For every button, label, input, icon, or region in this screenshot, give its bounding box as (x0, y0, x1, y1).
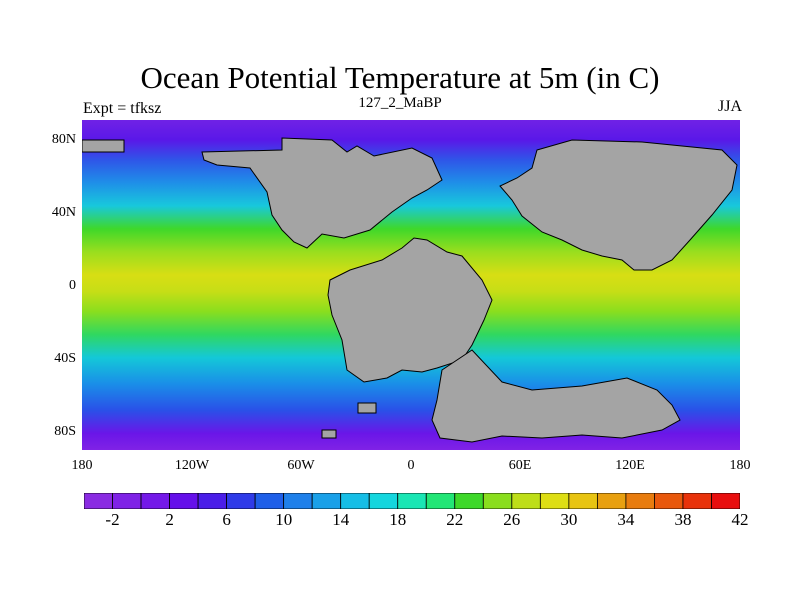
map-panel (82, 120, 740, 450)
colorbar-box (84, 493, 113, 509)
landmass-africa-south-america (327, 237, 493, 383)
colorbar-box (654, 493, 684, 509)
temperature-map (82, 120, 740, 450)
lon-label: 60E (508, 458, 532, 473)
colorbar-box (711, 493, 740, 509)
experiment-label: Expt = tfksz (83, 100, 162, 117)
landmass-antarctica (431, 349, 681, 443)
colorbar-box (454, 493, 484, 509)
lon-label: 180 (729, 458, 751, 473)
colorbar-box (682, 493, 712, 509)
colorbar-box (140, 493, 170, 509)
lat-label: 80N (51, 132, 76, 147)
lat-label: 40S (54, 351, 76, 366)
colorbar-tick-label: 18 (389, 510, 407, 529)
colorbar-box (511, 493, 541, 509)
colorbar-box (340, 493, 370, 509)
colorbar-tick-label: 42 (731, 510, 749, 529)
colorbar-box (112, 493, 142, 509)
lon-label: 0 (407, 458, 415, 473)
colorbar-box (197, 493, 228, 509)
lon-label: 120W (174, 458, 210, 473)
colorbar-box (311, 493, 342, 509)
plot-title: Ocean Potential Temperature at 5m (in C) (140, 60, 660, 95)
lon-label: 120E (615, 458, 645, 473)
colorbar-tick-label: 6 (222, 510, 231, 529)
colorbar-box (596, 493, 627, 509)
colorbar-tick-label: 14 (332, 510, 350, 529)
island (82, 139, 125, 153)
colorbar-boxes (84, 493, 740, 509)
lat-label: 40N (51, 205, 76, 220)
colorbar-box (568, 493, 598, 509)
colorbar-tick-label: 10 (275, 510, 293, 529)
colorbar-box (169, 493, 199, 509)
season-label: JJA (717, 98, 742, 115)
island (321, 429, 337, 439)
colorbar-box (539, 493, 570, 509)
colorbar-tick-label: 38 (674, 510, 692, 529)
island (357, 402, 377, 414)
colorbar-box (368, 493, 399, 509)
colorbar-box (482, 493, 513, 509)
colorbar-tick-label: 2 (165, 510, 174, 529)
lat-label: 0 (69, 278, 76, 293)
colorbar-box (625, 493, 655, 509)
colorbar-box (397, 493, 427, 509)
colorbar-box (425, 493, 456, 509)
colorbar-tick-label: 34 (617, 510, 635, 529)
lon-label: 180 (71, 458, 93, 473)
colorbar-tick-label: -2 (105, 510, 120, 529)
colorbar-tick-label: 22 (446, 510, 464, 529)
colorbar-box (254, 493, 285, 509)
lon-label: 60W (287, 458, 315, 473)
colorbar-tick-label: 30 (560, 510, 578, 529)
landmass-eurasia (499, 139, 738, 271)
colorbar-tick-label: 26 (503, 510, 521, 529)
lat-label: 80S (54, 424, 76, 439)
colorbar-box (226, 493, 256, 509)
time-label: 127_2_MaBP (358, 95, 442, 111)
landmass-north-america (201, 137, 443, 249)
colorbar-box (283, 493, 313, 509)
colorbar (84, 493, 740, 509)
